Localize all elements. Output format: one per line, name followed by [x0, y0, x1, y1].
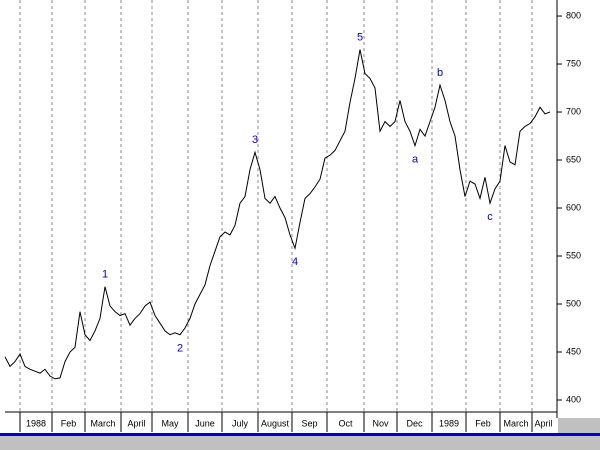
x-tick-label: Sep [301, 418, 317, 428]
corner-block [558, 418, 600, 433]
price-line [4, 49, 551, 380]
x-tick-label: Nov [372, 418, 389, 428]
x-tick-label: 1988 [26, 418, 46, 428]
wave-label: a [412, 154, 419, 166]
x-tick-label: Oct [338, 418, 353, 428]
x-tick-label: May [161, 418, 179, 428]
y-tick-label: 750 [566, 58, 581, 68]
y-tick-label: 450 [566, 346, 581, 356]
wave-label: 4 [292, 256, 298, 268]
x-tick-label: March [503, 418, 528, 428]
x-tick-label: June [195, 418, 215, 428]
scrollbar [0, 436, 600, 450]
x-tick-label: August [261, 418, 290, 428]
x-tick-label: July [232, 418, 249, 428]
wave-label: b [437, 67, 443, 79]
x-tick-label: Dec [406, 418, 423, 428]
y-tick-label: 800 [566, 10, 581, 20]
wave-label: 2 [177, 343, 183, 355]
wave-label: 3 [252, 134, 258, 146]
y-tick-label: 400 [566, 394, 581, 404]
wave-label: 5 [357, 32, 363, 44]
x-tick-label: 1989 [439, 418, 459, 428]
x-tick-label: Feb [475, 418, 491, 428]
y-tick-label: 500 [566, 298, 581, 308]
x-tick-label: March [90, 418, 115, 428]
wave-label: 1 [102, 269, 108, 281]
y-tick-label: 700 [566, 106, 581, 116]
wave-label: c [487, 211, 493, 223]
x-tick-label: Feb [61, 418, 77, 428]
bottom-band [0, 433, 600, 436]
y-tick-label: 650 [566, 154, 581, 164]
x-tick-label: April [534, 418, 552, 428]
y-tick-label: 550 [566, 250, 581, 260]
y-tick-label: 600 [566, 202, 581, 212]
x-tick-label: April [127, 418, 145, 428]
